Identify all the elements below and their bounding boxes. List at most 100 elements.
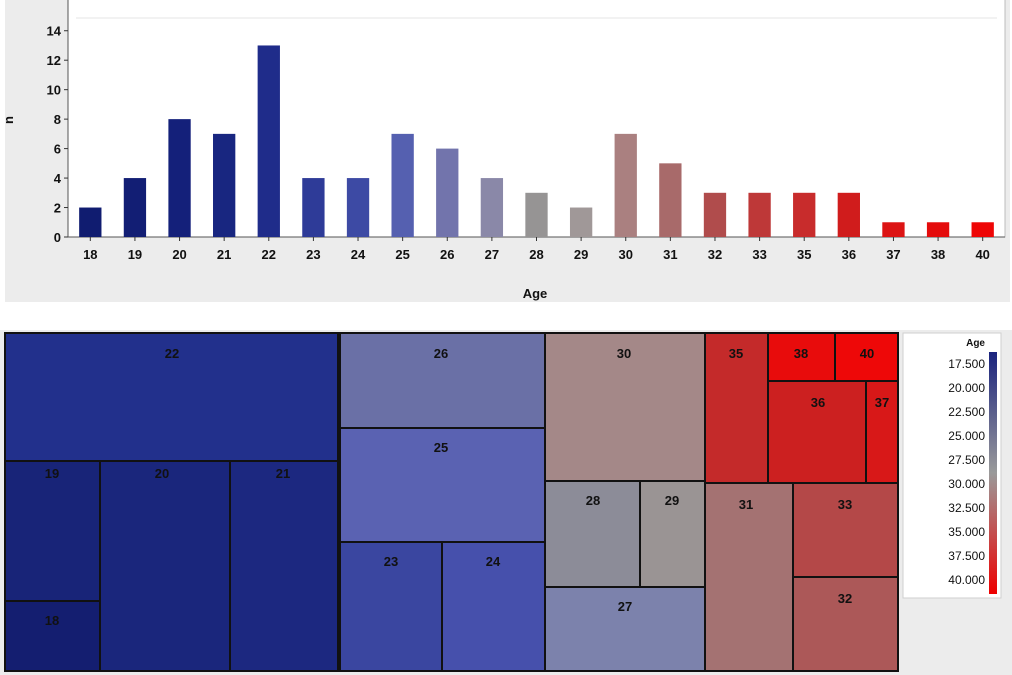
bar — [837, 192, 860, 237]
y-tick-label: 10 — [47, 83, 61, 98]
bar — [525, 192, 548, 237]
treemap-cell — [704, 482, 794, 672]
bar — [971, 222, 994, 237]
treemap-cell — [99, 460, 231, 672]
bar — [302, 178, 325, 237]
treemap-cell — [339, 427, 546, 543]
x-tick-label: 40 — [975, 247, 989, 262]
y-tick-label: 6 — [54, 142, 61, 157]
legend-label: 20.000 — [948, 381, 985, 395]
treemap-cell — [339, 332, 546, 429]
treemap-cell-label: 22 — [165, 346, 179, 361]
bar — [436, 148, 459, 237]
treemap-cell — [544, 332, 706, 482]
bar — [79, 207, 102, 237]
bar — [257, 45, 280, 237]
bar — [926, 222, 950, 237]
treemap-cell — [792, 482, 899, 578]
treemap-cell-label: 35 — [729, 346, 743, 361]
treemap-cell-label: 33 — [838, 497, 852, 512]
treemap-cell-label: 26 — [434, 346, 448, 361]
y-tick-label: 14 — [47, 24, 62, 39]
x-tick-label: 30 — [619, 247, 633, 262]
bar — [748, 192, 771, 237]
bar-chart: 02468101214n1819202122232425262728293031… — [5, 0, 1006, 301]
treemap-cell — [4, 460, 101, 602]
legend-label: 27.500 — [948, 453, 985, 467]
treemap-cell — [4, 600, 101, 672]
legend-title: Age — [966, 338, 985, 349]
treemap-chart: 22 19 20 21 18 26 25 23 24 30 28 29 27 35 38 40 36 37 31 33… — [4, 332, 1002, 672]
treemap-cell-label: 27 — [618, 599, 632, 614]
legend-label: 32.500 — [948, 501, 985, 515]
x-axis-label: Age — [523, 286, 548, 301]
y-axis-label: n — [5, 116, 16, 124]
treemap-cell-label: 30 — [617, 346, 631, 361]
treemap-cell-label: 24 — [486, 554, 501, 569]
bar — [480, 178, 504, 237]
treemap-cell — [792, 576, 899, 672]
bar — [123, 178, 147, 237]
treemap-cell-label: 40 — [860, 346, 874, 361]
treemap-cell-label: 37 — [875, 395, 889, 410]
treemap-cell-label: 38 — [794, 346, 808, 361]
y-tick-label: 8 — [54, 112, 61, 127]
treemap-cell — [865, 380, 899, 484]
treemap-cell — [639, 480, 706, 588]
legend-box — [902, 332, 1002, 599]
bar-chart-panel: 02468101214n1819202122232425262728293031… — [5, 0, 1010, 302]
treemap-cell — [544, 480, 641, 588]
x-tick-label: 19 — [128, 247, 142, 262]
x-tick-label: 28 — [529, 247, 543, 262]
bar — [391, 133, 414, 237]
y-tick-label: 2 — [54, 201, 61, 216]
treemap-cell-label: 18 — [45, 613, 59, 628]
treemap-cell — [4, 332, 339, 462]
bar — [659, 163, 682, 237]
treemap-panel: 22 19 20 21 18 26 25 23 24 30 28 29 27 35 38 40 36 37 31 33… — [0, 330, 1012, 675]
treemap-cell-label: 31 — [739, 497, 753, 512]
treemap-cell-label: 32 — [838, 591, 852, 606]
treemap-cell-label: 19 — [45, 466, 59, 481]
bar — [213, 133, 236, 237]
treemap-cell-label: 29 — [665, 493, 679, 508]
bar — [346, 178, 370, 237]
treemap-cell-label: 21 — [276, 466, 290, 481]
treemap-cell — [544, 586, 706, 672]
x-tick-label: 37 — [886, 247, 900, 262]
x-tick-label: 27 — [485, 247, 499, 262]
bar — [703, 192, 727, 237]
bar — [882, 222, 905, 237]
y-tick-label: 4 — [54, 171, 62, 186]
x-tick-label: 24 — [351, 247, 366, 262]
x-tick-label: 21 — [217, 247, 231, 262]
treemap-cell-label: 20 — [155, 466, 169, 481]
legend-label: 37.500 — [948, 549, 985, 563]
legend-label: 40.000 — [948, 573, 985, 587]
treemap-cell — [339, 541, 443, 672]
treemap-cell-label: 36 — [811, 395, 825, 410]
y-tick-label: 12 — [47, 53, 61, 68]
x-tick-label: 36 — [842, 247, 856, 262]
treemap-cell-label: 25 — [434, 440, 448, 455]
x-tick-label: 22 — [262, 247, 276, 262]
x-tick-label: 38 — [931, 247, 945, 262]
treemap-cell — [767, 380, 867, 484]
bar — [168, 119, 191, 237]
x-tick-label: 32 — [708, 247, 722, 262]
x-tick-label: 26 — [440, 247, 454, 262]
y-tick-label: 0 — [54, 230, 61, 245]
x-tick-label: 18 — [83, 247, 97, 262]
treemap-cell — [229, 460, 339, 672]
legend-label: 35.000 — [948, 525, 985, 539]
legend-label: 17.500 — [948, 357, 985, 371]
x-tick-label: 20 — [172, 247, 186, 262]
treemap-cell-label: 28 — [586, 493, 600, 508]
x-tick-label: 31 — [663, 247, 677, 262]
legend-label: 30.000 — [948, 477, 985, 491]
treemap-cell — [441, 541, 546, 672]
x-tick-label: 23 — [306, 247, 320, 262]
x-tick-label: 29 — [574, 247, 588, 262]
bar — [614, 133, 637, 237]
x-tick-label: 25 — [395, 247, 409, 262]
